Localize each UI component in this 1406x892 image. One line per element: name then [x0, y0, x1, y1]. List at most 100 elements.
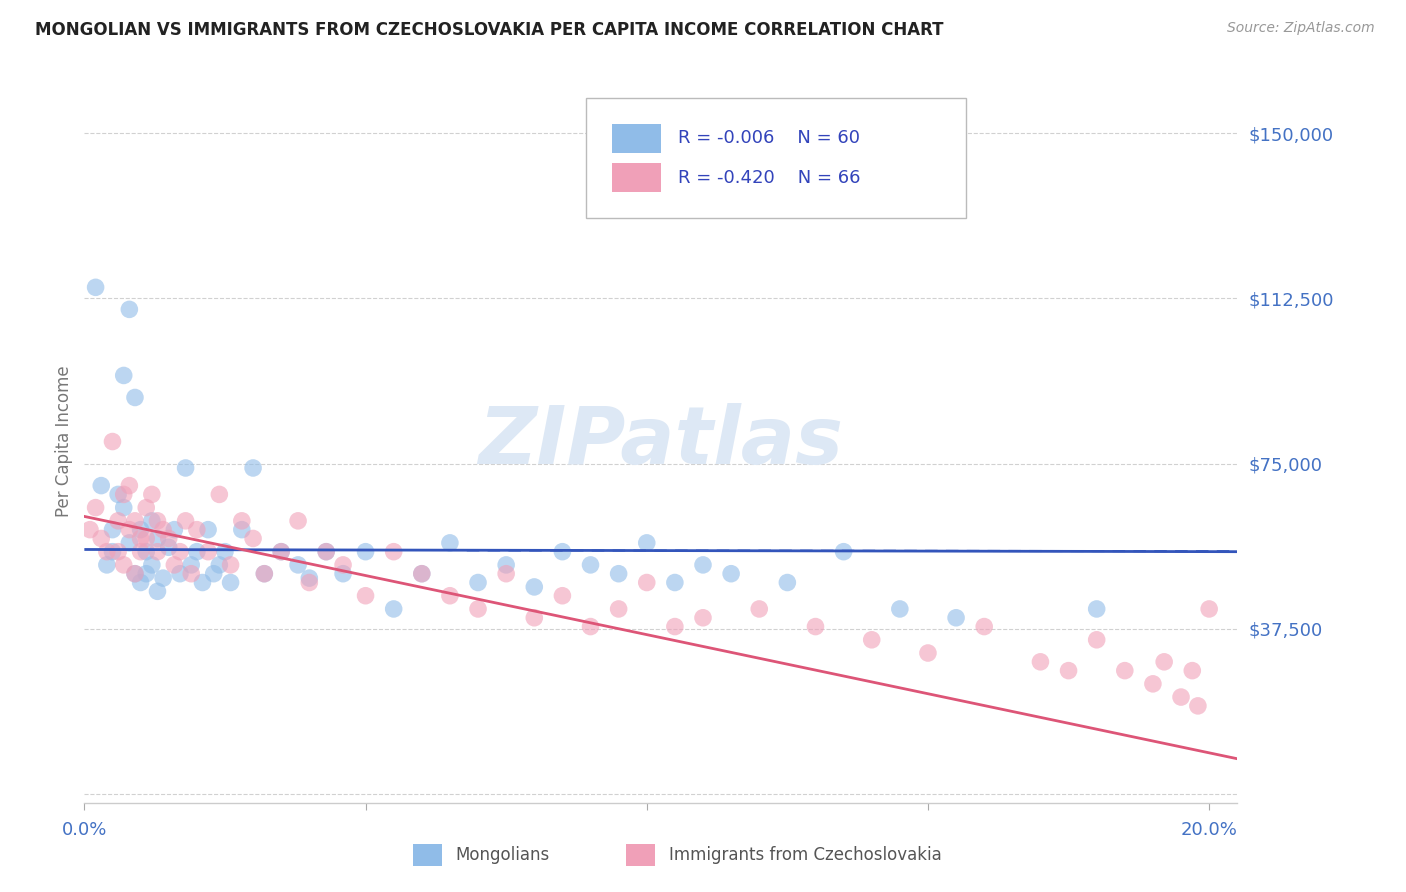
Point [202, 566, 225, 581]
Point [124, 566, 146, 581]
Point [551, 589, 574, 603]
Point [124, 391, 146, 405]
Point [101, 544, 124, 558]
Point [1181, 664, 1204, 678]
Point [860, 632, 883, 647]
Point [135, 500, 157, 515]
Point [208, 487, 231, 501]
Point [1153, 655, 1175, 669]
Point [118, 478, 141, 492]
Point [163, 523, 186, 537]
Point [157, 532, 180, 546]
Point [523, 611, 546, 625]
Text: Mongolians: Mongolians [456, 846, 550, 863]
Point [141, 487, 163, 501]
Point [112, 368, 135, 383]
Point [157, 541, 180, 555]
Point [664, 619, 686, 633]
Text: R = -0.420    N = 66: R = -0.420 N = 66 [678, 169, 860, 186]
Point [129, 544, 152, 558]
Point [112, 558, 135, 572]
Point [101, 523, 124, 537]
Point [107, 514, 129, 528]
Point [551, 544, 574, 558]
Point [124, 566, 146, 581]
Point [191, 575, 214, 590]
Point [214, 544, 236, 558]
Point [495, 558, 517, 572]
Point [219, 575, 242, 590]
Point [523, 580, 546, 594]
Point [129, 523, 152, 537]
Point [439, 536, 461, 550]
Point [1029, 655, 1052, 669]
Point [242, 461, 264, 475]
Point [1114, 664, 1136, 678]
Point [118, 523, 141, 537]
Point [146, 532, 169, 546]
Point [90, 478, 112, 492]
Point [101, 434, 124, 449]
Point [270, 544, 292, 558]
Point [231, 514, 253, 528]
Point [298, 571, 321, 585]
Point [253, 566, 276, 581]
Point [79, 523, 101, 537]
Point [287, 514, 309, 528]
Point [146, 584, 169, 599]
Point [90, 532, 112, 546]
Point [664, 575, 686, 590]
Point [439, 589, 461, 603]
Point [135, 566, 157, 581]
Point [354, 544, 377, 558]
Point [354, 589, 377, 603]
Point [315, 544, 337, 558]
Point [636, 536, 658, 550]
Point [636, 575, 658, 590]
Point [129, 532, 152, 546]
Point [692, 611, 714, 625]
Point [692, 558, 714, 572]
Point [118, 302, 141, 317]
Point [776, 575, 799, 590]
Point [1085, 632, 1108, 647]
Point [197, 523, 219, 537]
Point [135, 532, 157, 546]
Point [804, 619, 827, 633]
Point [169, 544, 191, 558]
Point [720, 566, 742, 581]
Point [135, 544, 157, 558]
Point [1057, 664, 1080, 678]
Point [152, 571, 174, 585]
Point [1198, 602, 1220, 616]
Point [107, 544, 129, 558]
Point [607, 602, 630, 616]
FancyBboxPatch shape [586, 98, 966, 218]
Point [146, 544, 169, 558]
Point [186, 544, 208, 558]
Point [945, 611, 967, 625]
Point [332, 558, 354, 572]
Bar [413, 844, 441, 865]
Point [253, 566, 276, 581]
Point [495, 566, 517, 581]
Point [467, 575, 489, 590]
Point [1187, 698, 1209, 713]
Text: MONGOLIAN VS IMMIGRANTS FROM CZECHOSLOVAKIA PER CAPITA INCOME CORRELATION CHART: MONGOLIAN VS IMMIGRANTS FROM CZECHOSLOVA… [35, 21, 943, 39]
Text: Source: ZipAtlas.com: Source: ZipAtlas.com [1227, 21, 1375, 36]
Point [1142, 677, 1164, 691]
Point [107, 487, 129, 501]
Point [208, 558, 231, 572]
Point [748, 602, 770, 616]
Text: ZIPatlas: ZIPatlas [478, 402, 844, 481]
Point [219, 558, 242, 572]
Point [112, 500, 135, 515]
Point [146, 514, 169, 528]
Text: R = -0.006    N = 60: R = -0.006 N = 60 [678, 129, 860, 147]
Point [197, 544, 219, 558]
Point [180, 558, 202, 572]
Point [129, 575, 152, 590]
Bar [626, 844, 655, 865]
Point [163, 558, 186, 572]
Point [467, 602, 489, 616]
